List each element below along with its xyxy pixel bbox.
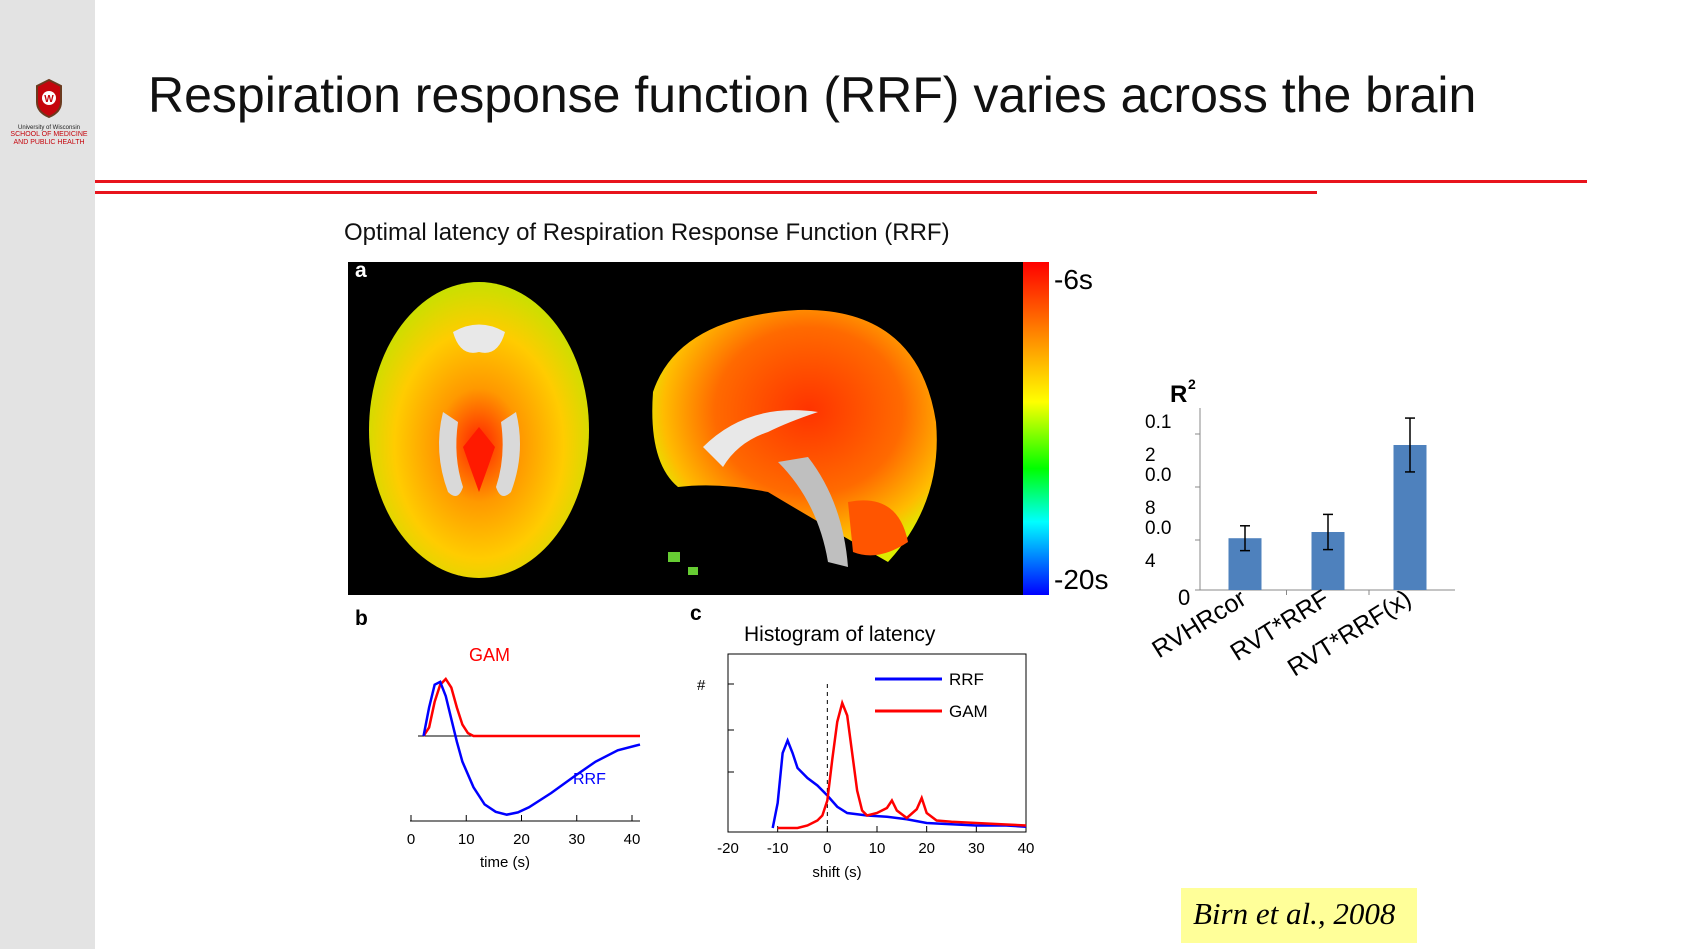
logo: W University of Wisconsin SCHOOL OF MEDI… [4, 78, 94, 147]
c-x-tick-label: 10 [869, 840, 886, 857]
sagittal-slice [652, 309, 937, 562]
axial-center-red [463, 427, 495, 492]
b-x-tick-label: 40 [624, 831, 641, 848]
c-legend-label-gam: GAM [949, 702, 988, 721]
b-series-gam [422, 677, 640, 738]
c-x-axis-label: shift (s) [812, 864, 861, 881]
uw-crest-icon: W [36, 78, 62, 119]
brain-map-svg [369, 282, 937, 578]
c-x-tick-label: -20 [717, 840, 739, 857]
slide-title: Respiration response function (RRF) vari… [148, 67, 1477, 123]
b-x-tick-label: 10 [458, 831, 475, 848]
b-series-rrf [422, 680, 641, 816]
b-label-gam: GAM [469, 645, 510, 665]
c-x-tick-label: 40 [1018, 840, 1035, 857]
r2-y-tick-label-cont: 4 [1145, 551, 1156, 572]
panel-c-letter: c [690, 602, 702, 625]
b-x-axis-label: time (s) [480, 854, 530, 871]
logo-line-2: SCHOOL OF MEDICINE [10, 131, 88, 138]
r2-title-sup: 2 [1188, 376, 1196, 392]
c-series-gam [777, 699, 1027, 830]
r2-category-label: RVT*RRF(x) [1283, 584, 1416, 682]
latency-colorbar [1023, 262, 1049, 595]
title-rule-long [95, 180, 1587, 183]
citation-text: Birn et al., 2008 [1193, 896, 1396, 931]
logo-line-3: AND PUBLIC HEALTH [13, 139, 85, 146]
title-rule-short [95, 191, 1317, 194]
c-chart-title: Histogram of latency [744, 623, 936, 646]
c-x-tick-label: 0 [823, 840, 831, 857]
sagittal-green-spot-2 [688, 567, 698, 575]
c-x-tick-label: -10 [767, 840, 789, 857]
r2-bar-1 [1228, 538, 1262, 590]
b-label-rrf: RRF [573, 771, 606, 788]
c-series-rrf [771, 737, 1027, 829]
c-legend-label-rrf: RRF [949, 670, 984, 689]
r2-title-main: R [1170, 381, 1187, 408]
r2-y-tick-label: 0 [1178, 585, 1190, 610]
r2-y-tick-label: 0.0 [1145, 465, 1171, 486]
side-band [0, 0, 95, 949]
svg-text:W: W [44, 94, 54, 105]
panel-a-letter: a [355, 259, 367, 282]
sagittal-brainstem [778, 457, 848, 567]
r2-category-label: RVT*RRF [1225, 584, 1334, 666]
brain-latency-map [348, 262, 1023, 595]
r2-y-tick-label: 0.0 [1145, 518, 1171, 539]
r2-y-tick-label: 0.1 [1145, 412, 1171, 433]
colorbar-top-label: -6s [1054, 264, 1093, 295]
sagittal-cerebellum [848, 500, 908, 556]
c-y-axis-label: # [697, 677, 706, 694]
r2-y-tick-label-cont: 2 [1145, 445, 1156, 466]
axial-ventricle-left [439, 412, 463, 496]
axial-ventricle-right [496, 412, 520, 496]
logo-line-1: University of Wisconsin [17, 125, 80, 131]
sagittal-green-spot [668, 552, 680, 562]
axial-frontal-white [453, 324, 505, 353]
sagittal-callosum [703, 410, 818, 467]
c-x-tick-label: 30 [968, 840, 985, 857]
r2-y-tick-label-cont: 8 [1145, 498, 1156, 519]
b-x-tick-label: 20 [513, 831, 530, 848]
citation: Birn et al., 2008 [1181, 888, 1417, 943]
b-x-tick-label: 30 [568, 831, 585, 848]
r2-bar-2 [1311, 532, 1345, 590]
b-x-tick-label: 0 [407, 831, 415, 848]
colorbar-bottom-label: -20s [1054, 564, 1109, 595]
r2-category-label: RVHRcor [1147, 584, 1251, 663]
r2-bar-3 [1393, 445, 1427, 590]
figure-title: Optimal latency of Respiration Response … [344, 219, 950, 246]
c-x-tick-label: 20 [918, 840, 935, 857]
c-plot-frame [727, 653, 1027, 833]
panel-b-letter: b [355, 607, 368, 630]
